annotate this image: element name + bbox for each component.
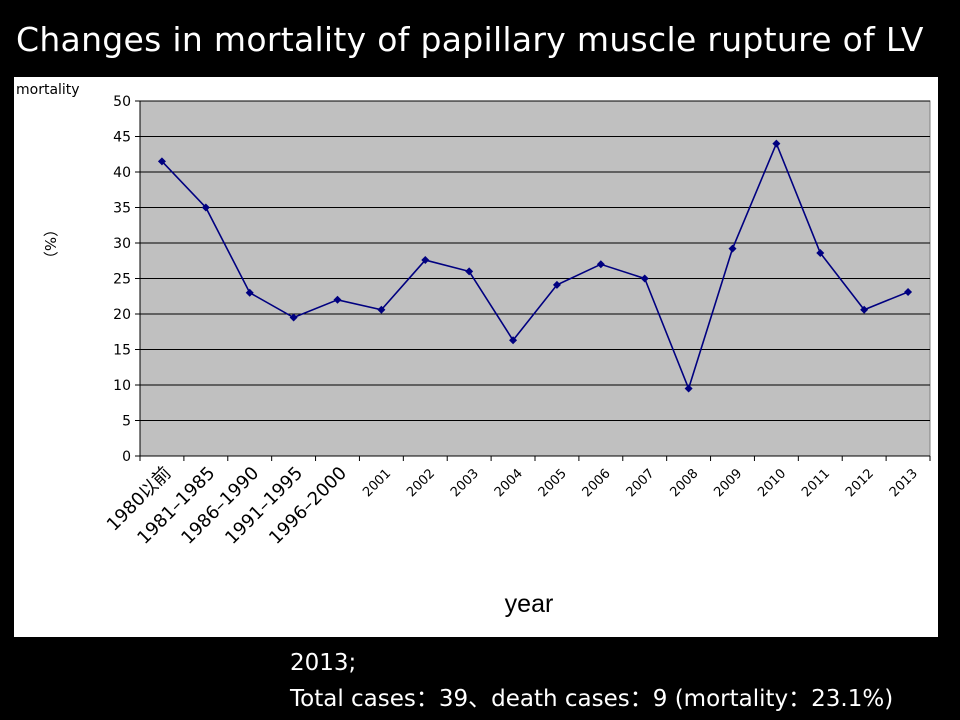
x-tick-label-12: 2008 <box>667 466 701 500</box>
x-axis-label: year <box>505 590 554 618</box>
x-tick-label-14: 2010 <box>755 466 789 500</box>
data-point-9 <box>552 280 561 289</box>
x-tick-label-16: 2012 <box>843 466 877 500</box>
x-tick-label-5: 2001 <box>360 466 394 500</box>
mortality-line-chart: 0 5 10 15 20 25 30 35 40 45 50 1980以前1981–19851986… <box>16 82 931 618</box>
chart-panel: 0 5 10 15 20 25 30 35 40 45 50 1980以前 1981–1985 1986… <box>14 77 938 637</box>
data-point-17 <box>904 287 913 296</box>
x-tick-label-7: 2003 <box>448 466 482 500</box>
y-tick-label-20: 20 <box>113 307 131 323</box>
series-mortality <box>157 139 913 393</box>
x-tick-label-6: 2002 <box>404 466 438 500</box>
x-tick-label-15: 2011 <box>799 466 833 500</box>
data-point-12 <box>684 384 693 393</box>
y-tick-label-30: 30 <box>113 236 131 252</box>
x-tick-label-10: 2006 <box>580 466 614 500</box>
data-point-6 <box>421 256 430 265</box>
data-point-16 <box>860 305 869 314</box>
slide-title: Changes in mortality of papillary muscle… <box>16 20 924 59</box>
x-tick-label-17: 2013 <box>887 466 921 500</box>
y-axis-label-unit: （%） <box>41 222 59 266</box>
y-tick-label-45: 45 <box>113 130 131 146</box>
x-tick-label-13: 2009 <box>711 466 745 500</box>
summary-cases: Total cases：39、death cases：9 (mortality：… <box>290 686 894 712</box>
summary-year: 2013; <box>290 650 357 676</box>
data-point-2 <box>245 288 254 297</box>
y-tick-label-35: 35 <box>113 201 131 217</box>
y-tick-label-0: 0 <box>122 449 131 465</box>
data-point-5 <box>377 305 386 314</box>
y-tick-label-50: 50 <box>113 94 131 110</box>
y-tick-label-15: 15 <box>113 343 131 359</box>
y-tick-label-5: 5 <box>122 414 131 430</box>
data-point-7 <box>465 267 474 276</box>
gridlines <box>140 100 930 421</box>
y-tick-label-25: 25 <box>113 272 131 288</box>
y-tick-label-40: 40 <box>113 165 131 181</box>
data-point-0 <box>157 157 166 166</box>
x-tick-label-11: 2007 <box>624 466 658 500</box>
data-point-15 <box>816 248 825 257</box>
x-tick-label-8: 2004 <box>492 466 526 500</box>
x-axis-ticks: 1980以前1981–19851986–19901991–19951996–20… <box>103 456 931 549</box>
data-point-14 <box>772 139 781 148</box>
summary-footer: 2013; Total cases：39、death cases：9 (mort… <box>290 645 893 717</box>
series-line-0 <box>161 141 909 391</box>
y-axis-ticks: 0 5 10 15 20 25 30 35 40 45 50 <box>113 94 930 465</box>
data-point-1 <box>201 203 210 212</box>
data-point-10 <box>596 260 605 269</box>
data-point-4 <box>333 295 342 304</box>
data-point-3 <box>289 313 298 322</box>
y-axis-label-mortality: mortality <box>16 82 80 98</box>
data-point-8 <box>509 336 518 345</box>
data-point-13 <box>728 244 737 253</box>
data-point-11 <box>640 274 649 283</box>
x-tick-label-9: 2005 <box>536 466 570 500</box>
y-tick-label-10: 10 <box>113 378 131 394</box>
